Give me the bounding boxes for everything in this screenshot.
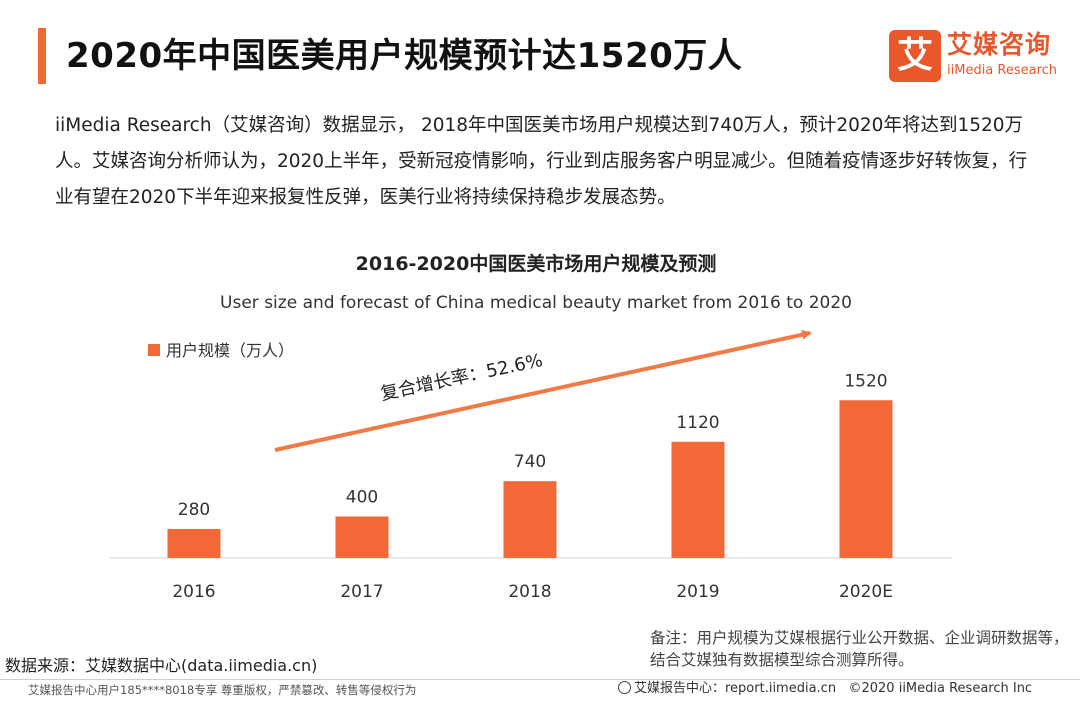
bar-2017 [335, 516, 389, 558]
bar-2018 [503, 481, 557, 558]
copyright-notice: 艾媒报告中心用户185****8018专享 尊重版权，严禁篡改、转售等侵权行为 [28, 683, 417, 697]
x-tick-label-2016: 2016 [172, 582, 215, 602]
page-title: 2020年中国医美用户规模预计达1520万人 [66, 36, 743, 76]
footer-divider [0, 679, 1080, 680]
bar-2020E [839, 400, 893, 558]
bar-value-label-2019: 1120 [676, 413, 719, 433]
bars-group: 280 2016 400 2017 740 2018 1120 2019 1520 2020E [167, 371, 893, 602]
x-tick-label-2018: 2018 [508, 582, 551, 602]
logo-mark: 艾 [889, 30, 941, 82]
x-tick-label-2019: 2019 [676, 582, 719, 602]
x-tick-label-2020E: 2020E [839, 582, 893, 602]
footer-right: 艾媒报告中心：report.iimedia.cn ©2020 iiMedia R… [618, 679, 1032, 699]
bar-value-label-2018: 740 [514, 452, 546, 472]
data-source: 数据来源：艾媒数据中心(data.iimedia.cn) [5, 656, 318, 675]
logo-cn-text: 艾媒咨询 [947, 30, 1052, 59]
chart-subtitle: User size and forecast of China medical … [220, 293, 852, 313]
chart-title: 2016-2020中国医美市场用户规模及预测 [356, 252, 717, 275]
x-tick-label-2017: 2017 [340, 582, 383, 602]
bar-2016 [167, 528, 221, 558]
legend-swatch [148, 344, 160, 356]
rights-text: ©2020 iiMedia Research Inc [848, 681, 1033, 696]
report-center-link[interactable]: 艾媒报告中心：report.iimedia.cn [634, 681, 837, 696]
iimedia-logo: 艾 艾媒咨询 iiMedia Research [889, 30, 1067, 82]
legend-label: 用户规模（万人） [166, 341, 294, 360]
bar-2019 [671, 441, 725, 558]
logo-en-text: iiMedia Research [947, 63, 1058, 78]
footer-gap [836, 681, 848, 696]
intro-paragraph: iiMedia Research（艾媒咨询）数据显示， 2018年中国医美市场用… [55, 115, 1028, 208]
growth-trend-arrow [274, 329, 812, 452]
bar-value-label-2017: 400 [346, 487, 378, 507]
globe-icon [618, 681, 631, 694]
bar-value-label-2016: 280 [178, 500, 210, 520]
title-accent-bar [38, 28, 46, 84]
logo-mark-text: 艾 [896, 35, 933, 76]
footnote: 备注：用户规模为艾媒根据行业公开数据、企业调研数据等，结合艾媒独有数据模型综合测… [650, 629, 1069, 669]
bar-value-label-2020E: 1520 [844, 371, 887, 391]
